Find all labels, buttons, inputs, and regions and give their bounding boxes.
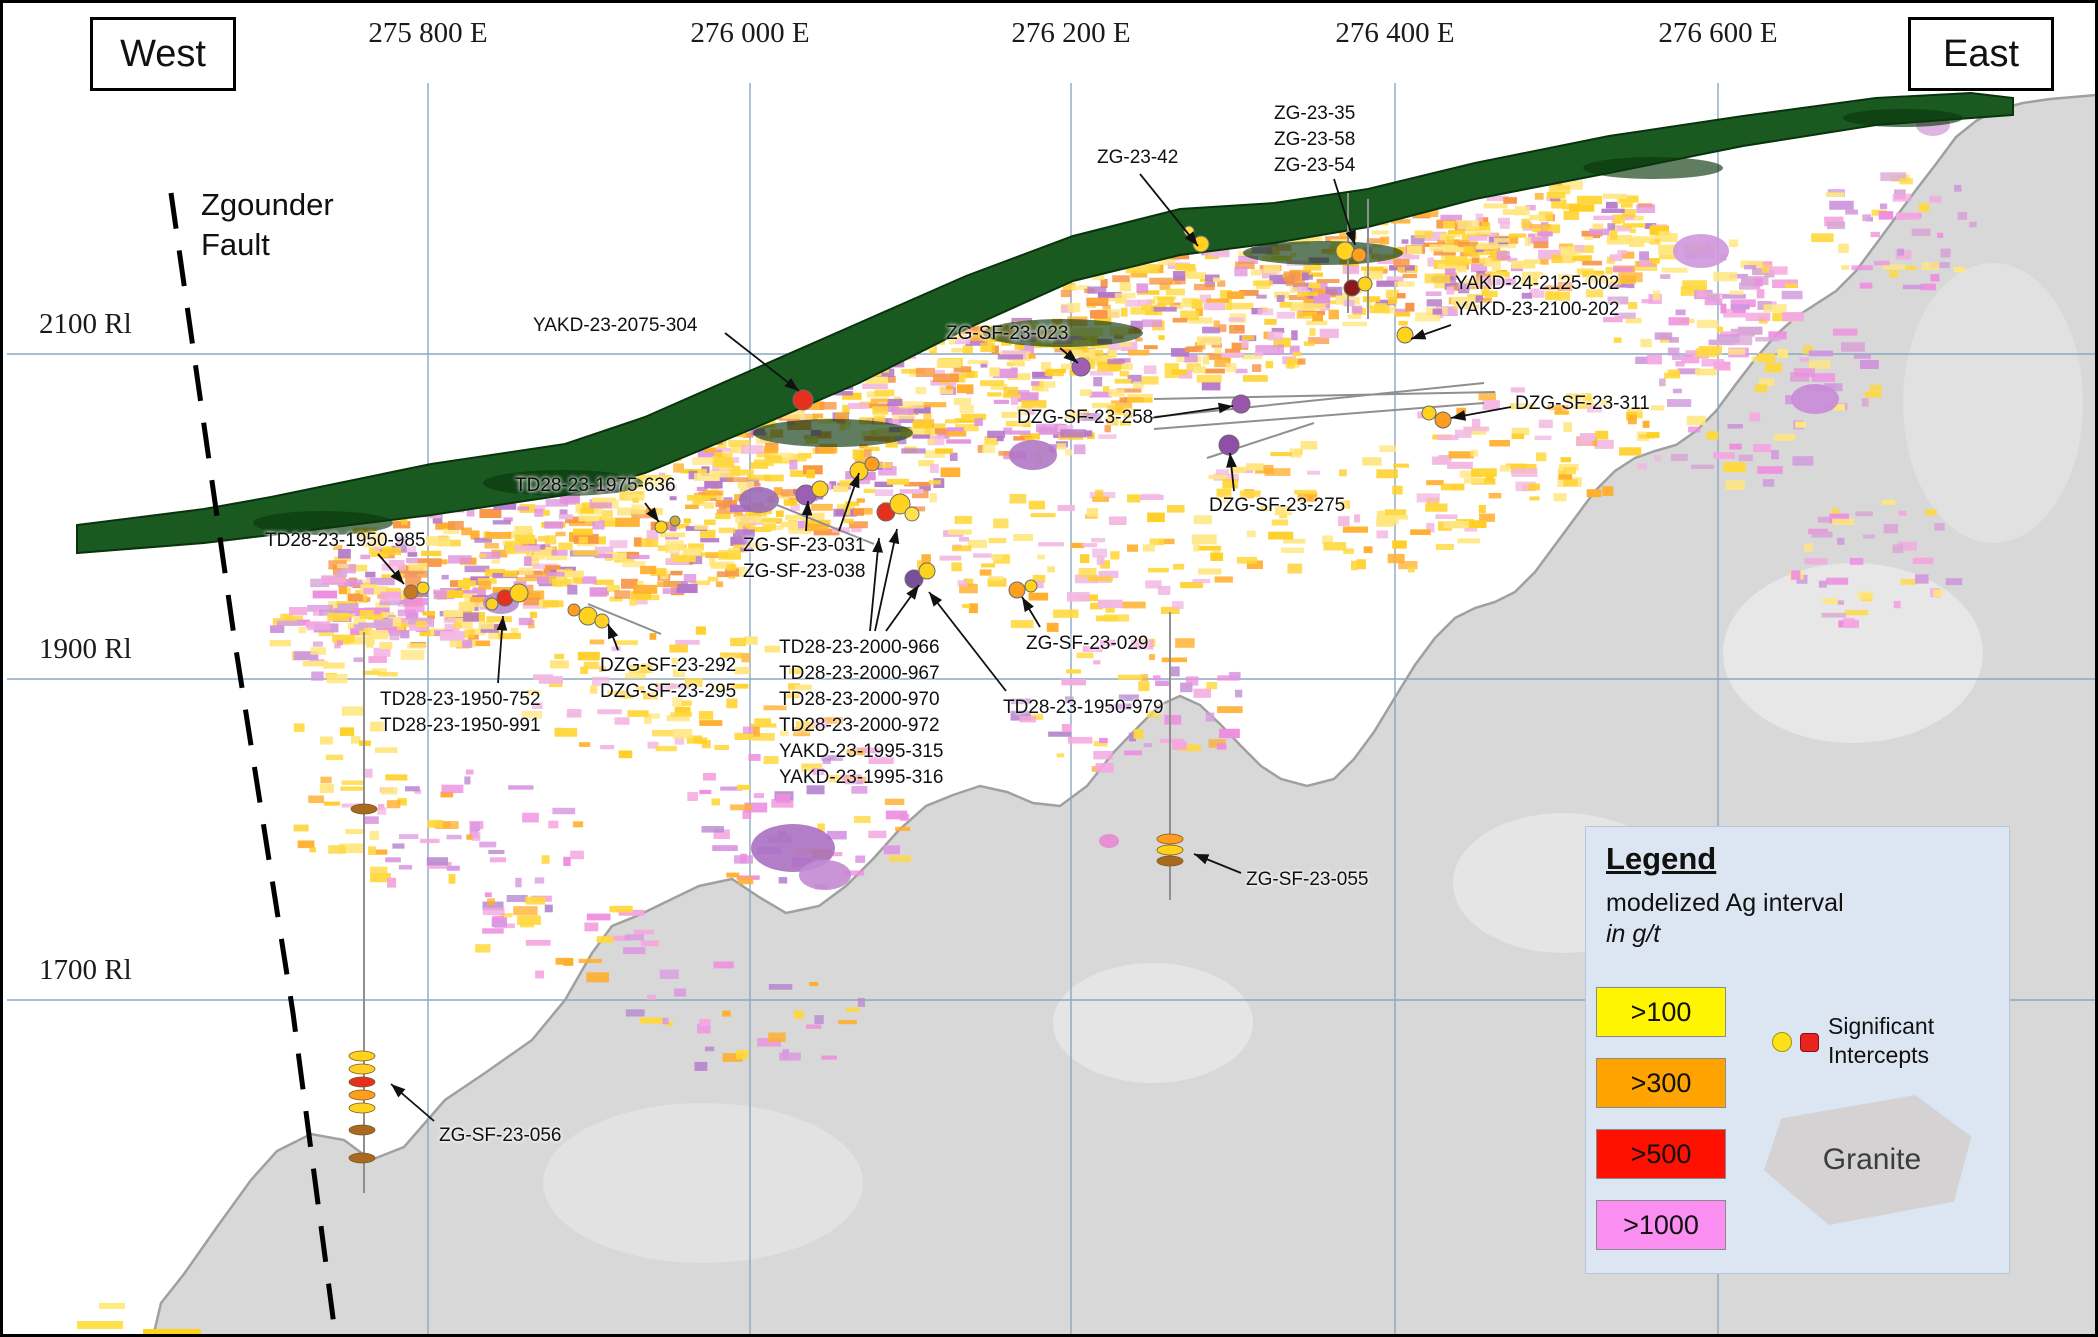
- yellow-dot-icon: [1772, 1032, 1792, 1052]
- drill-hole-id: ZG-23-54: [1274, 155, 1356, 176]
- hole-interval-bands: [348, 803, 1184, 1164]
- drill-hole-id: DZG-SF-23-258: [1017, 407, 1154, 428]
- west-box: West: [90, 17, 236, 91]
- drill-hole-label: DZG-SF-23-311: [1515, 391, 1650, 417]
- drill-hole-label: TD28-23-1950-979: [1003, 695, 1164, 721]
- fault-line: [168, 192, 338, 1334]
- drill-hole-id: TD28-23-2000-970: [779, 689, 940, 710]
- drill-hole-label: TD28-23-1950-985: [265, 528, 426, 554]
- drill-hole-label: ZG-23-42: [1097, 145, 1178, 171]
- drill-hole-id: YAKD-23-2075-304: [533, 315, 698, 336]
- drill-hole-id: ZG-23-58: [1274, 129, 1356, 150]
- drill-hole-label: ZG-SF-23-031 ZG-SF-23-038: [743, 533, 865, 585]
- green-horizon-band: [76, 91, 2014, 555]
- legend-swatch-gt300: >300: [1596, 1058, 1726, 1108]
- drill-hole-id: ZG-SF-23-055: [1246, 869, 1369, 890]
- drill-hole-id: ZG-SF-23-029: [1026, 633, 1149, 654]
- easting-label: 276 400 E: [1335, 17, 1455, 49]
- drill-hole-id: TD28-23-1975-636: [515, 475, 676, 496]
- legend-title: Legend: [1606, 841, 1717, 876]
- rl-label: 1900 Rl: [39, 633, 132, 665]
- legend-swatch-label: >500: [1630, 1138, 1692, 1169]
- drill-hole-id: ZG-SF-23-056: [439, 1125, 562, 1146]
- drill-hole-id: YAKD-24-2125-002: [1455, 273, 1620, 294]
- granite-legend-shape: Granite: [1764, 1095, 1972, 1225]
- easting-label: 275 800 E: [368, 17, 488, 49]
- drill-hole-label: YAKD-23-2075-304: [533, 313, 697, 339]
- drill-hole-label: DZG-SF-23-275: [1209, 493, 1345, 519]
- drill-hole-label: ZG-23-35 ZG-23-58 ZG-23-54: [1274, 101, 1355, 179]
- grid-lines: [7, 83, 2095, 1334]
- drill-hole-id: DZG-SF-23-295: [600, 681, 737, 702]
- drill-hole-label: ZG-SF-23-056: [439, 1123, 561, 1149]
- east-label: East: [1942, 32, 2020, 75]
- legend-swatch-gt100: >100: [1596, 987, 1726, 1037]
- drill-hole-id: ZG-23-42: [1097, 147, 1179, 168]
- legend-swatch-label: >100: [1630, 996, 1692, 1027]
- drill-hole-label: ZG-SF-23-055: [1246, 867, 1368, 893]
- legend-panel: Legend modelized Ag interval in g/t Sign…: [1585, 826, 2010, 1274]
- drill-hole-label: ZG-SF-23-029: [1026, 631, 1148, 657]
- west-label: West: [120, 32, 206, 75]
- drill-hole-label: TD28-23-2000-966 TD28-23-2000-967 TD28-23-…: [779, 635, 943, 791]
- drill-hole-id: ZG-SF-23-023: [946, 323, 1069, 344]
- drill-hole-id: YAKD-23-1995-315: [779, 741, 944, 762]
- legend-swatch-label: >300: [1630, 1067, 1692, 1098]
- drill-hole-id: TD28-23-2000-966: [779, 637, 940, 658]
- drill-hole-label: DZG-SF-23-258: [1017, 405, 1153, 431]
- easting-label: 276 000 E: [690, 17, 810, 49]
- fault-label: Zgounder Fault: [201, 185, 334, 265]
- red-dot-icon: [1800, 1033, 1819, 1052]
- drill-hole-label: YAKD-24-2125-002 YAKD-23-2100-202: [1455, 271, 1619, 323]
- drill-hole-id: ZG-SF-23-038: [743, 561, 866, 582]
- band-mottling: [253, 109, 1963, 535]
- drill-hole-id: DZG-SF-23-275: [1209, 495, 1346, 516]
- drill-hole-id: DZG-SF-23-311: [1515, 393, 1650, 414]
- drill-hole-id: TD28-23-1950-979: [1003, 697, 1164, 718]
- easting-label: 276 200 E: [1011, 17, 1131, 49]
- legend-swatch-label: >1000: [1623, 1209, 1699, 1240]
- drill-hole-id: ZG-23-35: [1274, 103, 1356, 124]
- fault-label-line1: Zgounder: [201, 187, 334, 222]
- significant-intercepts-row: Significant Intercepts: [1766, 1012, 1996, 1070]
- legend-swatch-gt1000: >1000: [1596, 1200, 1726, 1250]
- intercept-markers: [403, 225, 1452, 629]
- easting-label: 276 600 E: [1658, 17, 1778, 49]
- legend-unit: in g/t: [1606, 920, 1661, 948]
- drill-hole-id: TD28-23-2000-967: [779, 663, 940, 684]
- legend-swatch-gt500: >500: [1596, 1129, 1726, 1179]
- rl-label: 1700 Rl: [39, 954, 132, 986]
- significant-intercepts-icon: [1766, 1028, 1828, 1054]
- east-box: East: [1908, 17, 2054, 91]
- drill-hole-id: YAKD-23-1995-316: [779, 767, 944, 788]
- drill-hole-id: YAKD-23-2100-202: [1455, 299, 1620, 320]
- fault-label-line2: Fault: [201, 227, 270, 262]
- drill-hole-id: TD28-23-2000-972: [779, 715, 940, 736]
- drill-hole-id: TD28-23-1950-985: [265, 530, 426, 551]
- bottom-yellow-dashes: [77, 1303, 201, 1334]
- drill-hole-id: ZG-SF-23-031: [743, 535, 866, 556]
- drill-hole-label: TD28-23-1950-752 TD28-23-1950-991: [380, 687, 541, 739]
- drill-hole-id: DZG-SF-23-292: [600, 655, 737, 676]
- granite-label: Granite: [1822, 1143, 1922, 1176]
- legend-subtitle: modelized Ag interval: [1606, 889, 1844, 917]
- drill-hole-label: ZG-SF-23-023: [946, 321, 1068, 347]
- label-arrows: [377, 173, 1512, 1122]
- rl-label: 2100 Rl: [39, 308, 132, 340]
- significant-intercepts-label: Significant Intercepts: [1828, 1013, 1935, 1068]
- drill-hole-label: DZG-SF-23-292 DZG-SF-23-295: [600, 653, 736, 705]
- drill-hole-id: TD28-23-1950-752: [380, 689, 541, 710]
- drill-hole-label: TD28-23-1975-636: [515, 473, 676, 499]
- drill-hole-id: TD28-23-1950-991: [380, 715, 541, 736]
